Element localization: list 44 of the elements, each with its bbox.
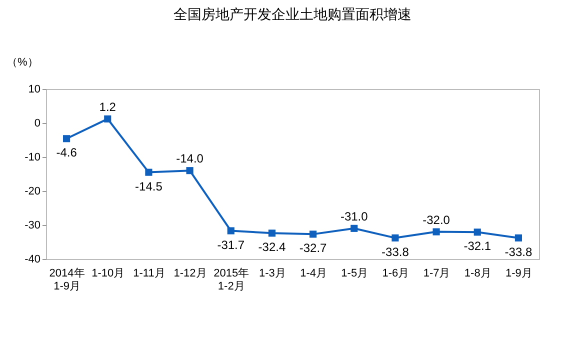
point: [392, 234, 399, 242]
point: [474, 228, 481, 236]
text: -32.0: [422, 212, 450, 227]
x-tick-label: 1-8月: [464, 268, 492, 280]
y-tick-label: -40: [24, 254, 40, 266]
point: [104, 115, 112, 122]
y-axis-title: （%）: [6, 56, 38, 68]
text: 1.2: [99, 100, 116, 114]
text: -33.8: [504, 244, 532, 259]
point: [227, 227, 234, 234]
point: [268, 230, 276, 237]
x-tick-label: 1-7月: [423, 268, 450, 280]
text: -31.7: [217, 238, 245, 252]
x-tick-label: 2015年 1-2月: [214, 268, 250, 292]
point: [432, 228, 440, 236]
x-tick-label: 1-10月: [92, 268, 125, 280]
text: -32.7: [299, 241, 327, 256]
chart-title: 全国房地产开发企业土地购置面积增速: [174, 6, 412, 22]
point: [514, 234, 522, 242]
x-tick-label: 1-6月: [382, 268, 410, 280]
point: [310, 230, 317, 238]
text: -31.0: [340, 209, 368, 224]
text: -14.0: [176, 152, 204, 166]
y-tick-label: 10: [28, 84, 40, 96]
text: -33.8: [382, 244, 409, 259]
text: -32.4: [258, 240, 286, 254]
point: [186, 167, 194, 174]
x-tick-label: 1-3月: [259, 268, 286, 280]
y-tick-label: 0: [34, 118, 40, 130]
x-tick-label: 1-5月: [341, 268, 368, 280]
y-tick-label: -30: [24, 220, 40, 232]
x-tick-label: 2014年 1-9月: [49, 268, 85, 292]
x-tick-label: 1-12月: [174, 268, 207, 280]
point: [63, 135, 70, 142]
x-tick-label: 1-4月: [300, 268, 327, 280]
y-tick-label: -20: [24, 186, 40, 198]
text: -14.5: [135, 179, 162, 194]
point: [350, 224, 358, 232]
point: [145, 168, 152, 176]
text: -4.6: [56, 146, 77, 160]
x-tick-label: 1-9月: [506, 268, 532, 280]
x-tick-label: 1-11月: [133, 268, 166, 280]
text: -32.1: [464, 239, 492, 254]
y-tick-label: -10: [24, 152, 40, 164]
